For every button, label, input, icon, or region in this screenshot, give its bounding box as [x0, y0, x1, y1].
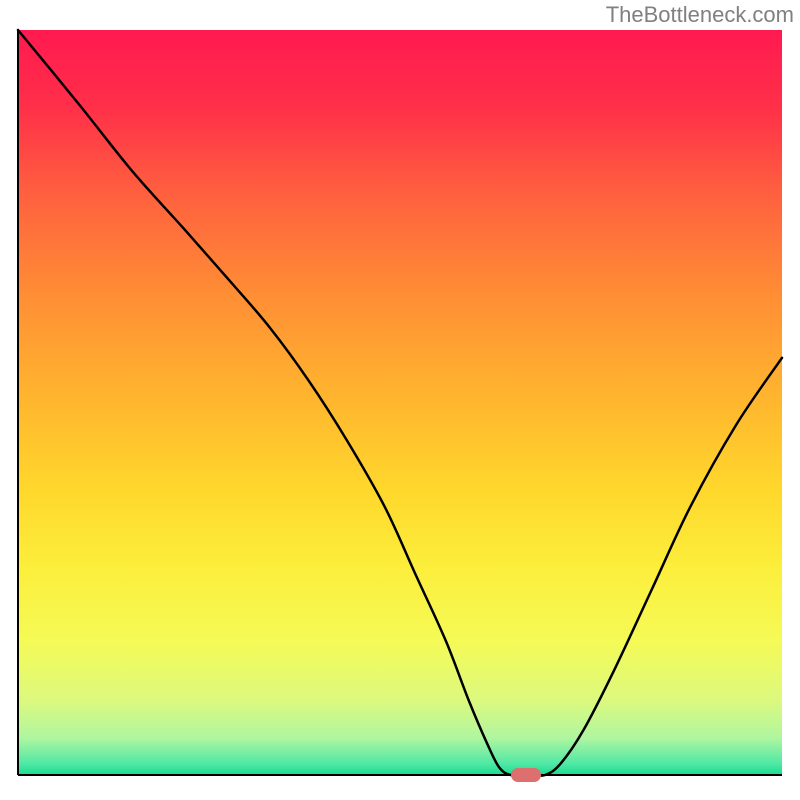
chart-svg: [0, 0, 800, 800]
plot-background: [18, 30, 782, 775]
optimum-marker: [511, 768, 541, 782]
watermark-text: TheBottleneck.com: [606, 2, 794, 28]
chart-container: TheBottleneck.com: [0, 0, 800, 800]
